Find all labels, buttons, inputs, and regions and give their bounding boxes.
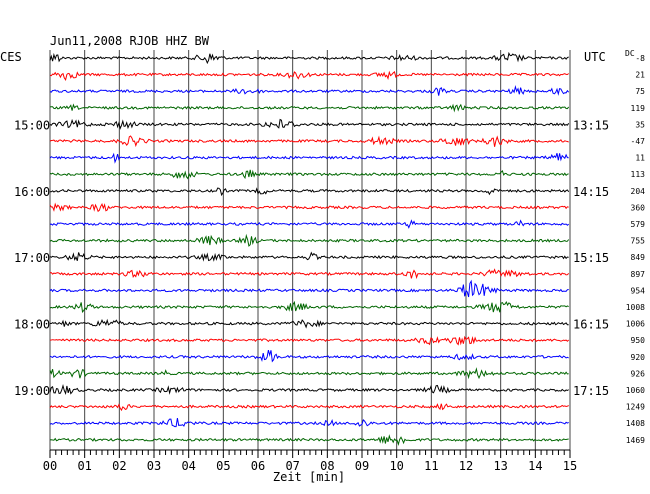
dc-offset-label: 35 xyxy=(635,120,645,129)
right-hour-labels: 13:15 14:15 15:15 16:15 17:15 xyxy=(573,118,609,398)
dc-offset-label: 926 xyxy=(631,369,646,378)
seismic-trace xyxy=(49,349,569,363)
dc-offset-label: 950 xyxy=(631,336,646,345)
x-tick-label: 05 xyxy=(216,459,230,473)
right-hour-label: 17:15 xyxy=(573,384,609,398)
left-hour-labels: 15:00 16:00 17:00 18:00 19:00 xyxy=(14,118,50,398)
dc-offset-label: 1060 xyxy=(626,386,645,395)
dc-offset-label: 1469 xyxy=(626,436,645,445)
dc-offset-label: 755 xyxy=(631,237,646,246)
right-axis-label: UTC xyxy=(584,50,606,64)
x-tick-label: 12 xyxy=(459,459,473,473)
x-tick-label: 06 xyxy=(251,459,265,473)
seismic-trace xyxy=(50,187,570,197)
seismic-trace xyxy=(49,335,570,346)
left-hour-label: 17:00 xyxy=(14,251,50,265)
seismic-trace xyxy=(49,70,570,82)
dc-offset-label: 360 xyxy=(631,203,646,212)
dc-offset-label: 1008 xyxy=(626,303,645,312)
left-hour-label: 18:00 xyxy=(14,318,50,332)
seismic-trace xyxy=(49,51,569,65)
x-tick-label: 02 xyxy=(112,459,126,473)
x-axis-label: Zeit [min] xyxy=(273,470,345,484)
dc-offset-label: 1006 xyxy=(626,320,645,329)
seismic-trace xyxy=(49,202,569,213)
seismic-trace xyxy=(49,135,569,148)
dc-offset-label: 119 xyxy=(631,104,646,113)
seismic-trace xyxy=(49,233,570,247)
seismic-trace xyxy=(49,118,570,130)
seismic-trace xyxy=(49,103,570,113)
x-tick-label: 13 xyxy=(493,459,507,473)
dc-offset-label: 204 xyxy=(631,187,646,196)
seismic-trace xyxy=(49,403,569,412)
seismic-trace xyxy=(49,268,570,280)
seismic-trace xyxy=(49,219,570,229)
seismic-trace xyxy=(49,434,569,446)
right-hour-label: 14:15 xyxy=(573,185,609,199)
seismic-trace xyxy=(49,367,569,380)
seismic-trace xyxy=(49,383,569,396)
seismic-trace xyxy=(49,84,570,96)
dc-offset-label: 1249 xyxy=(626,403,645,412)
chart-title: Jun11,2008 RJOB HHZ BW xyxy=(50,34,210,48)
dc-offset-label: 897 xyxy=(631,270,646,279)
seismic-trace xyxy=(49,300,569,314)
seismic-trace xyxy=(49,418,569,428)
grid-lines xyxy=(49,50,571,450)
dc-offset-label: 1408 xyxy=(626,419,645,428)
dc-offset-label: 11 xyxy=(635,154,645,163)
dc-offset-label: 579 xyxy=(631,220,646,229)
x-tick-label: 04 xyxy=(181,459,195,473)
dc-offset-label: 954 xyxy=(631,286,646,295)
dc-offset-label: 849 xyxy=(631,253,646,262)
x-axis: 00 01 02 03 04 05 06 07 08 09 10 11 12 13 14 15 xyxy=(43,449,577,473)
left-hour-label: 15:00 xyxy=(14,118,50,132)
dc-offset-label: 920 xyxy=(631,353,646,362)
x-tick-label: 09 xyxy=(355,459,369,473)
seismic-trace xyxy=(49,318,569,329)
x-tick-label: 11 xyxy=(424,459,438,473)
x-tick-label: 01 xyxy=(77,459,91,473)
x-tick-label: 00 xyxy=(43,459,57,473)
dc-offset-labels: -8 21 75 119 35 -47 11 113 204 360 579 755 849 897 954… xyxy=(626,54,645,445)
dc-offset-label: 75 xyxy=(635,87,645,96)
left-hour-label: 16:00 xyxy=(14,185,50,199)
x-tick-label: 15 xyxy=(563,459,577,473)
left-axis-label: CES xyxy=(0,50,22,64)
left-hour-label: 19:00 xyxy=(14,384,50,398)
seismic-trace xyxy=(49,152,569,164)
x-tick-label: 08 xyxy=(320,459,334,473)
dc-offset-label: 113 xyxy=(631,170,646,179)
right-hour-label: 16:15 xyxy=(573,318,609,332)
x-tick-label: 14 xyxy=(528,459,542,473)
offset-header: DC xyxy=(625,49,635,58)
right-hour-label: 15:15 xyxy=(573,251,609,265)
x-tick-label: 07 xyxy=(285,459,299,473)
right-hour-label: 13:15 xyxy=(573,118,609,132)
dc-offset-label: -8 xyxy=(635,54,645,63)
seismic-trace xyxy=(49,251,569,262)
dc-offset-label: -47 xyxy=(631,137,646,146)
dc-offset-label: 21 xyxy=(635,71,645,80)
traces-group xyxy=(49,51,570,446)
x-tick-label: 03 xyxy=(147,459,161,473)
x-tick-label: 10 xyxy=(389,459,403,473)
seismic-trace xyxy=(49,169,569,180)
seismic-trace xyxy=(49,279,569,298)
